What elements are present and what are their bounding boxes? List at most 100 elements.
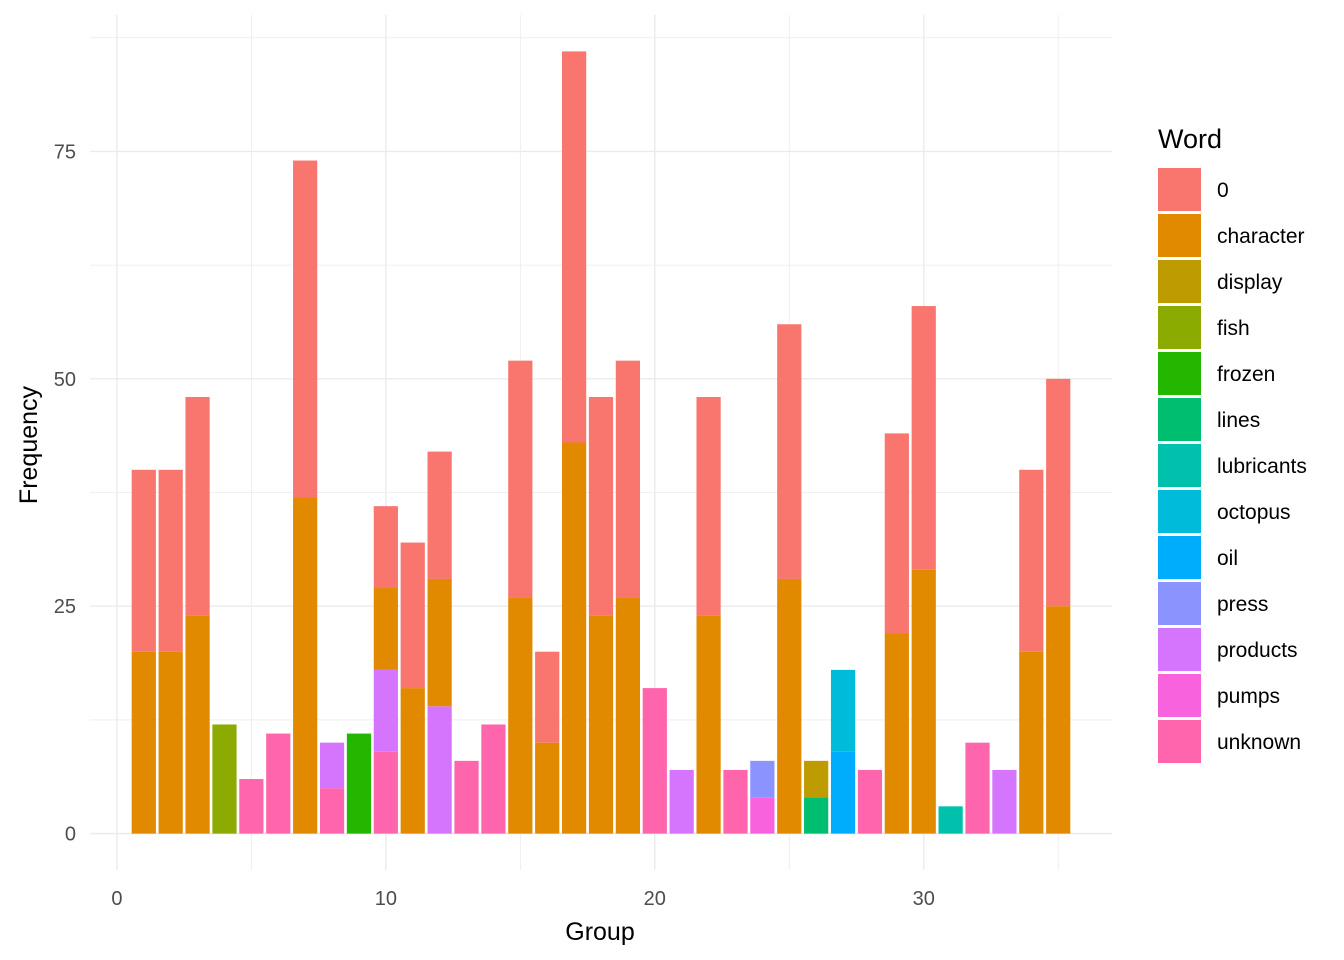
legend: Word 0 character display fish frozen lines lub… (1158, 124, 1307, 763)
bar-segment-group-10-0 (373, 506, 398, 589)
x-tick-label: 0 (111, 888, 122, 910)
bar-segment-group-34-character (1019, 651, 1044, 834)
bar-segment-group-8-unknown (319, 788, 345, 834)
legend-swatch-pumps (1158, 674, 1201, 717)
bar-segment-group-14-unknown (481, 724, 506, 834)
bar-segment-group-26-lines (804, 797, 829, 834)
bar-segment-group-34-0 (1019, 469, 1044, 652)
x-tick-label: 10 (375, 888, 397, 910)
bar-segment-group-12-character (427, 578, 452, 707)
legend-label-frozen: frozen (1217, 363, 1275, 386)
bar-segment-group-25-character (777, 578, 802, 834)
legend-swatch-0 (1158, 168, 1201, 211)
bar-segment-group-10-unknown (373, 751, 398, 834)
bar-segment-group-26-display (804, 760, 829, 798)
bar-segment-group-35-character (1046, 606, 1071, 834)
bar-segment-group-23-unknown (723, 769, 748, 834)
legend-swatch-unknown (1158, 720, 1201, 763)
legend-label-oil: oil (1217, 547, 1238, 570)
bar-segment-group-2-0 (158, 469, 183, 652)
legend-swatch-lines (1158, 398, 1201, 441)
x-tick-label: 30 (913, 888, 935, 910)
bar-segment-group-30-character (911, 569, 936, 834)
bar-segment-group-18-character (588, 615, 614, 834)
bar-segment-group-27-octopus (830, 669, 856, 752)
legend-label-octopus: octopus (1217, 501, 1291, 524)
bar-segment-group-10-products (373, 669, 398, 752)
bar-segment-group-3-character (185, 615, 210, 834)
bar-segment-group-7-character (293, 497, 318, 834)
legend-swatch-lubricants (1158, 444, 1201, 487)
bar-segment-group-24-press (750, 760, 775, 798)
bar-segment-group-22-0 (696, 397, 721, 616)
bar-segment-group-13-unknown (454, 760, 479, 834)
legend-label-0: 0 (1217, 179, 1229, 202)
legend-swatch-display (1158, 260, 1201, 303)
bar-segment-group-6-unknown (266, 733, 291, 834)
bar-segment-group-4-fish (212, 724, 237, 834)
bar-segment-group-15-character (508, 597, 533, 834)
bar-segment-group-35-0 (1046, 378, 1071, 607)
legend-swatch-oil (1158, 536, 1201, 579)
bar-segment-group-2-character (158, 651, 183, 834)
legend-swatch-fish (1158, 306, 1201, 349)
legend-swatch-octopus (1158, 490, 1201, 533)
bar-segment-group-12-products (427, 706, 452, 834)
bar-segment-group-16-character (535, 742, 560, 834)
bar-segment-group-19-character (615, 597, 640, 834)
bar-segment-group-22-character (696, 615, 721, 834)
bar-segment-group-31-lubricants (938, 806, 963, 834)
grid-lines (90, 15, 1112, 870)
bar-segment-group-28-unknown (857, 769, 883, 834)
bar-segment-group-32-unknown (965, 742, 990, 834)
bar-segment-group-15-0 (508, 360, 533, 598)
legend-label-lubricants: lubricants (1217, 455, 1307, 478)
bar-segment-group-11-0 (400, 542, 425, 689)
bar-segment-group-1-character (131, 651, 156, 834)
y-tick-label: 0 (65, 824, 76, 846)
bar-segment-group-7-0 (293, 160, 318, 498)
tick-labels: 0 10 20 30 0 25 50 75 (54, 141, 935, 910)
legend-label-unknown: unknown (1217, 731, 1301, 754)
bar-segment-group-12-0 (427, 451, 452, 579)
bar-segment-group-17-0 (562, 51, 587, 443)
bar-segment-group-19-0 (615, 360, 640, 598)
bar-segment-group-29-character (884, 633, 909, 834)
legend-label-products: products (1217, 639, 1298, 662)
bar-segment-group-16-0 (535, 651, 560, 743)
legend-swatch-press (1158, 582, 1201, 625)
legend-items: 0 character display fish frozen lines lubrican… (1158, 168, 1307, 763)
legend-label-character: character (1217, 225, 1305, 248)
bar-segment-group-9-frozen (346, 733, 372, 834)
bar-segment-group-18-0 (588, 397, 614, 616)
bar-segment-group-30-0 (911, 306, 936, 570)
legend-swatch-character (1158, 214, 1201, 257)
bar-segment-group-5-unknown (239, 779, 264, 834)
bar-segment-group-1-0 (131, 469, 156, 652)
x-tick-label: 20 (644, 888, 666, 910)
y-axis-title: Frequency (15, 385, 43, 504)
x-axis-title: Group (565, 918, 634, 946)
bar-segment-group-21-products (669, 769, 694, 834)
legend-swatch-frozen (1158, 352, 1201, 395)
legend-label-press: press (1217, 593, 1268, 616)
y-tick-label: 75 (54, 141, 76, 163)
y-tick-label: 50 (54, 369, 76, 391)
bar-segment-group-29-0 (884, 433, 909, 634)
bar-segment-group-33-products (992, 769, 1017, 834)
bar-segment-group-20-unknown (642, 688, 667, 834)
bar-segment-group-10-character (373, 588, 398, 670)
y-tick-label: 25 (54, 596, 76, 618)
bars (131, 51, 1071, 834)
legend-label-fish: fish (1217, 317, 1250, 340)
bar-segment-group-25-0 (777, 324, 802, 579)
bar-segment-group-3-0 (185, 397, 210, 616)
legend-label-pumps: pumps (1217, 685, 1280, 708)
bar-segment-group-17-character (562, 442, 587, 834)
bar-segment-group-24-pumps (750, 797, 775, 834)
bar-segment-group-11-character (400, 688, 425, 834)
legend-label-lines: lines (1217, 409, 1260, 432)
bar-segment-group-8-products (319, 742, 345, 789)
bar-segment-group-27-oil (830, 751, 856, 834)
